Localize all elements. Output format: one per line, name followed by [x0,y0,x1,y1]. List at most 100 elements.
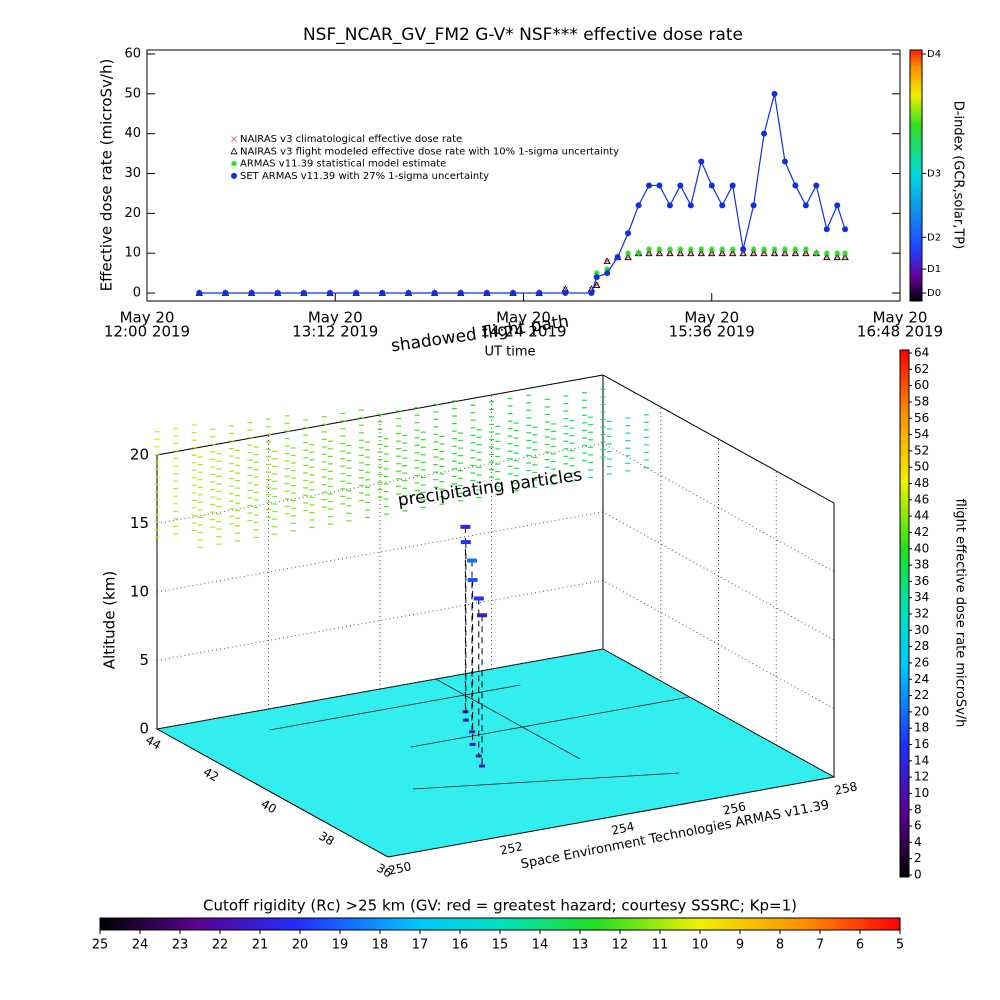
rc-tick-label: 21 [252,938,269,953]
data-point [593,281,601,288]
floor-line [269,684,521,731]
data-point [813,182,820,189]
colorbar-tick-label: 6 [914,819,922,833]
data-point [771,90,778,97]
data-point [834,250,841,257]
lat-tick-label: 36 [374,861,394,881]
rc-tick-label: 12 [612,938,629,953]
floor-line [410,696,690,748]
rc-tick-label: 9 [736,938,744,953]
dose-colorbar [899,349,910,878]
data-point [823,250,830,257]
data-point [729,182,736,189]
data-point [603,257,611,265]
data-point [656,246,663,253]
z-tick-label: 0 [139,720,149,738]
rc-tick-label: 16 [452,938,469,953]
z-tick-label: 15 [130,514,149,532]
d-index-tick-label: D4 [927,49,941,60]
data-point [379,290,386,297]
data-point [677,246,684,253]
data-point [405,290,412,297]
y-tick-label: 60 [124,46,141,61]
data-point [510,290,517,297]
box-edge [156,374,604,456]
data-point [431,290,438,297]
colorbar-tick-label: 62 [914,362,929,376]
data-point [604,266,611,273]
data-point [614,254,621,261]
colorbar-tick-label: 56 [914,411,929,425]
data-point [635,250,642,257]
data-point [802,202,809,209]
x-tick-label: 14:24 2019 [480,323,566,341]
shadow-point [462,718,469,722]
lon-tick-label: 258 [833,779,858,797]
data-point [813,250,820,257]
data-point [536,290,543,297]
colorbar-tick-label: 26 [914,655,929,669]
data-point [802,246,809,253]
colorbar-tick-label: 44 [914,509,929,523]
data-point [687,249,695,257]
data-point [666,202,673,209]
shadow-point [469,742,476,746]
rc-tick-label: 11 [652,938,669,953]
colorbar-tick-label: 64 [914,346,929,360]
legend-label: NAIRAS v3 flight modeled effective dose … [240,146,619,157]
data-point [761,130,768,137]
data-point [483,290,490,297]
data-point [833,253,841,261]
data-point [656,182,663,189]
data-point [802,249,810,257]
rc-colorbar-label: Cutoff rigidity (Rc) >25 km (GV: red = g… [203,897,797,915]
colorbar-label: flight effective dose rate microSv/h [953,499,968,728]
y-tick-label: 30 [124,166,141,181]
data-point [823,226,830,233]
data-point [222,290,229,297]
floor-line [412,772,680,790]
colorbar-tick-label: 0 [914,868,922,882]
legend-symbol [231,172,237,179]
data-point [687,202,694,209]
data-point [604,270,611,277]
colorbar-tick-label: 28 [914,639,929,653]
rc-tick-label: 23 [172,938,189,953]
shadow-point [475,754,482,758]
data-point [781,246,788,253]
colorbar-tick-label: 22 [914,688,929,702]
data-point [635,202,642,209]
colorbar-tick-label: 40 [914,541,929,555]
data-point [698,246,705,253]
rc-tick-label: 6 [856,938,864,953]
legend-label: NAIRAS v3 climatological effective dose … [240,134,462,145]
y-tick-label: 0 [133,286,141,301]
data-point [761,246,768,253]
floor-line [435,678,581,760]
data-point [770,249,779,257]
data-point [740,246,747,253]
data-point [666,249,674,257]
colorbar-tick-label: 34 [914,590,929,604]
rc-tick-label: 24 [132,938,149,953]
colorbar-tick-label: 54 [914,427,929,441]
colorbar-tick-label: 38 [914,558,929,572]
rc-tick-label: 8 [776,938,784,953]
y-tick-label: 20 [124,206,141,221]
rc-tick-label: 22 [212,938,229,953]
colorbar-tick-label: 20 [914,704,929,718]
colorbar-tick-label: 42 [914,525,929,539]
data-point [792,182,799,189]
data-point [719,246,726,253]
data-point [625,250,632,257]
d-index-label: D-index (GCR,solar,TP) [951,101,966,249]
y-tick-label: 40 [124,126,141,141]
colorbar-tick-label: 46 [914,492,929,506]
x-axis-label: UT time [485,345,536,360]
d-index-tick-label: D1 [927,264,941,275]
x-tick-label: May 20 [308,309,363,327]
data-point [792,246,799,253]
data-point [562,290,569,297]
lon-tick-label: 256 [722,799,747,817]
data-point [645,249,653,257]
